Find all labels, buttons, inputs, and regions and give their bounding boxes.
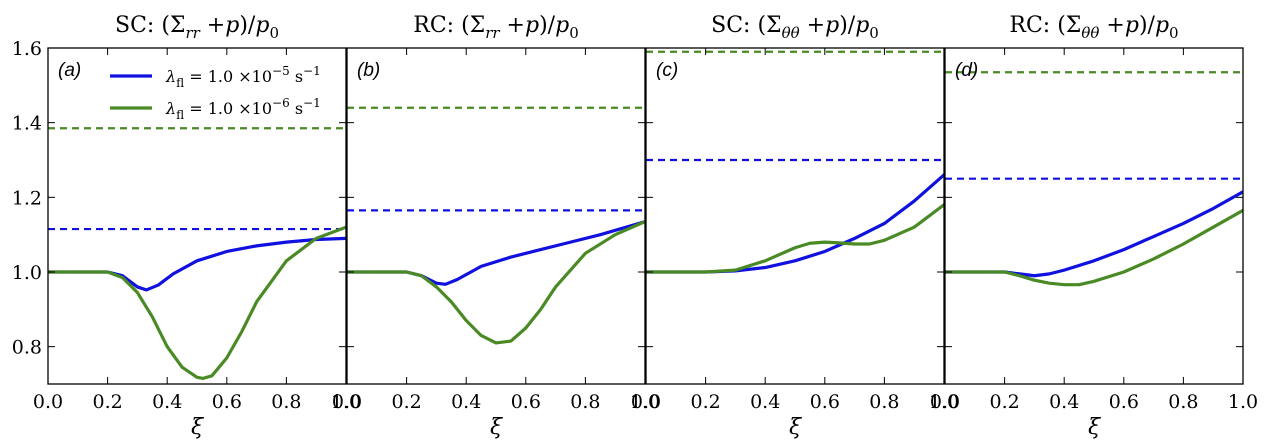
legend: λfl = 1.0 ×10−5 s−1 λfl = 1.0 ×10−6 s−1 [110, 64, 321, 122]
x-tick-label: 1.0 [929, 391, 959, 413]
panel-title: RC: (Σθθ +p)/p0 [1009, 13, 1178, 42]
x-tick-label: 0.6 [212, 391, 242, 413]
x-tick-label: 0.8 [1168, 391, 1198, 413]
x-tick-label: 0.0 [631, 391, 661, 413]
series-line-green [646, 203, 944, 274]
x-tick-label: 0.8 [570, 391, 600, 413]
panel-label: (d) [955, 60, 978, 81]
x-tick-label: 0.2 [989, 391, 1019, 413]
x-tick-label: 0.4 [1049, 391, 1079, 413]
y-tick-label: 1.4 [12, 113, 42, 135]
x-tick-label: 0.0 [33, 391, 63, 413]
panel-title: SC: (Σrr +p)/p0 [115, 13, 279, 42]
x-tick-label: 1.0 [331, 391, 361, 413]
x-tick-label: 0.6 [810, 391, 840, 413]
x-tick-label: 0.8 [869, 391, 899, 413]
x-axis-label: ξ [1088, 415, 1102, 440]
series-line-blue [646, 173, 944, 274]
axes-frame [346, 47, 646, 385]
panel-1: SC: (Σrr +p)/p0 0.0 0.2 0.4 0.6 0.8 1.0 0.8 1.0 1… [12, 13, 361, 440]
panel-4: RC: (Σθθ +p)/p0 0.0 0.2 0.4 0.6 0.8 1.0 ξ (d) [930, 13, 1258, 440]
reference-lines [347, 106, 645, 212]
reference-lines [646, 50, 944, 162]
panel-title: RC: (Σrr +p)/p0 [413, 13, 578, 42]
panel-label: (b) [357, 60, 380, 81]
x-tick-label: 0.0 [332, 391, 362, 413]
x-axis-label: ξ [191, 415, 205, 440]
series-line-green [347, 220, 645, 345]
series-group [347, 220, 645, 345]
x-tick-label: 0.6 [511, 391, 541, 413]
series-line-green [48, 225, 346, 380]
series-group [945, 190, 1243, 287]
x-tick-label: 0.2 [92, 391, 122, 413]
series-line-blue [945, 190, 1243, 278]
y-tick-label: 1.2 [12, 187, 42, 209]
reference-lines [48, 127, 346, 231]
legend-label: λfl = 1.0 ×10−6 s−1 [165, 96, 321, 122]
x-tick-label: 0.6 [1109, 391, 1139, 413]
x-axis-label: ξ [490, 415, 504, 440]
panel-title: SC: (Σθθ +p)/p0 [711, 13, 879, 42]
axes-frame [944, 47, 1244, 385]
panel-3: SC: (Σθθ +p)/p0 0.0 0.2 0.4 0.6 0.8 1.0 ξ (c) [631, 13, 959, 440]
reference-lines [945, 71, 1243, 180]
x-tick-label: 0.2 [391, 391, 421, 413]
x-tick-label: 0.8 [271, 391, 301, 413]
x-axis-label: ξ [789, 415, 803, 440]
x-tick-label: 1.0 [630, 391, 660, 413]
series-line-green [945, 208, 1243, 287]
x-tick-label: 0.2 [690, 391, 720, 413]
y-tick-label: 0.8 [12, 337, 42, 359]
x-tick-label: 0.4 [750, 391, 780, 413]
axes-frame [645, 47, 945, 385]
panel-2: RC: (Σrr +p)/p0 0.0 0.2 0.4 0.6 0.8 1.0 ξ (b) [332, 13, 660, 440]
series-line-blue [48, 236, 346, 292]
panel-label: (a) [58, 60, 81, 81]
legend-label: λfl = 1.0 ×10−5 s−1 [165, 64, 321, 90]
series-group [646, 173, 944, 274]
x-tick-label: 0.4 [451, 391, 481, 413]
y-tick-label: 1.6 [12, 38, 42, 60]
series-line-blue [347, 220, 645, 286]
series-group [48, 225, 346, 380]
y-tick-label: 1.0 [12, 262, 42, 284]
x-tick-label: 1.0 [1228, 391, 1258, 413]
x-tick-label: 0.4 [152, 391, 182, 413]
x-tick-label: 0.0 [930, 391, 960, 413]
axes-frame [47, 47, 347, 385]
panel-label: (c) [656, 60, 678, 81]
